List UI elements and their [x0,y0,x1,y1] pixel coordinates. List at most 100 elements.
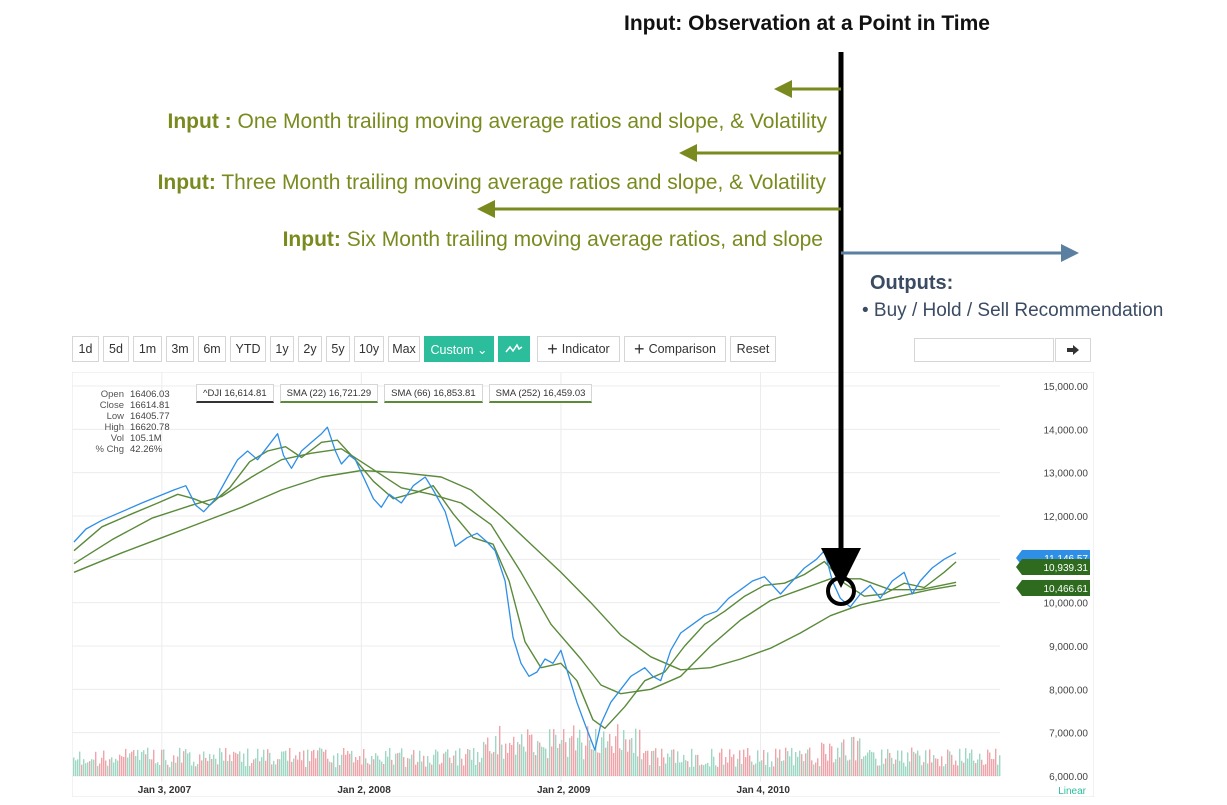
volume-bar [281,751,283,776]
volume-bar [513,736,515,776]
volume-bar [217,764,219,776]
y-tick-label: 6,000.00 [1049,772,1088,783]
volume-bar [261,757,263,776]
scale-label[interactable]: Linear [1058,786,1086,797]
volume-bar [243,753,245,776]
volume-bar [633,752,635,776]
volume-bar [625,739,627,776]
volume-bar [623,730,625,776]
volume-bar [667,753,669,776]
volume-bar [703,765,705,776]
ohlc-value: 105.1M [130,433,162,444]
volume-bar [931,762,933,776]
volume-bar [785,747,787,776]
volume-bar [887,749,889,776]
go-button[interactable] [1055,338,1091,362]
volume-bar [855,760,857,776]
volume-bar [993,759,995,776]
volume-bar [467,749,469,776]
legend-item-sma22[interactable]: SMA (22) 16,721.29 [279,384,379,403]
volume-bar [345,754,347,776]
volume-bar [769,767,771,776]
volume-bar [229,754,231,776]
range-ytd-button[interactable]: YTD [230,336,266,362]
volume-bar [945,763,947,776]
volume-bar [671,749,673,776]
volume-bar [857,740,859,776]
volume-bar [537,741,539,776]
volume-bar [375,753,377,776]
volume-bar [203,751,205,776]
volume-bar [439,764,441,776]
add-comparison-button[interactable]: + Comparison [624,336,726,362]
volume-bar [853,736,855,776]
range-3m-button[interactable]: 3m [166,336,194,362]
volume-bar [461,758,463,776]
price-tag-label: 10,466.61 [1044,584,1089,595]
volume-bar [267,749,269,776]
range-1m-button[interactable]: 1m [133,336,162,362]
volume-bar [389,747,391,776]
volume-bar [371,755,373,776]
volume-bar [977,759,979,776]
volume-bar [799,750,801,776]
volume-bar [381,761,383,776]
volume-bar [655,748,657,776]
volume-bar [277,759,279,776]
volume-bar [705,763,707,776]
volume-bar [365,758,367,776]
volume-bar [519,744,521,776]
volume-bar [797,756,799,776]
volume-bar [259,761,261,776]
volume-bar [635,728,637,776]
symbol-search-input[interactable] [914,338,1054,362]
custom-range-button[interactable]: Custom ⌄ [424,336,494,362]
add-indicator-button[interactable]: + Indicator [537,336,620,362]
range-1y-button[interactable]: 1y [270,336,294,362]
volume-bar [473,748,475,776]
range-5y-button[interactable]: 5y [326,336,350,362]
ohlc-row: Vol 105.1M [78,433,170,444]
legend-item-dji[interactable]: ^DJI 16,614.81 [196,384,274,403]
range-5d-button[interactable]: 5d [103,336,129,362]
volume-bar [699,765,701,776]
volume-bar [561,740,563,776]
legend-item-sma252[interactable]: SMA (252) 16,459.03 [488,384,593,403]
volume-bar [235,752,237,776]
ohlc-row: Low 16405.77 [78,411,170,422]
y-tick-label: 15,000.00 [1044,382,1089,393]
series-line-sma-252- [73,469,957,671]
volume-bar [171,761,173,776]
range-10y-button[interactable]: 10y [354,336,384,362]
volume-bar [351,750,353,776]
reset-button[interactable]: Reset [730,336,776,362]
volume-bar [213,754,215,776]
volume-bar [479,762,481,776]
volume-bar [231,761,233,776]
volume-bar [949,751,951,776]
volume-bar [515,754,517,776]
volume-bar [331,762,333,776]
range-1d-button[interactable]: 1d [72,336,99,362]
legend-item-sma66[interactable]: SMA (66) 16,853.81 [384,384,483,403]
chart-type-button[interactable] [498,336,530,362]
volume-bar [941,756,943,776]
volume-bar [441,762,443,776]
volume-bar [363,749,365,776]
volume-bar [227,760,229,776]
volume-bar [379,759,381,776]
y-tick-label: 14,000.00 [1044,425,1089,436]
ohlc-value: 42.26% [130,444,163,455]
volume-bar [233,751,235,776]
range-max-button[interactable]: Max [388,336,420,362]
volume-bar [805,753,807,776]
volume-bar [343,748,345,776]
volume-bar [353,762,355,776]
range-2y-button[interactable]: 2y [298,336,322,362]
volume-bar [209,754,211,776]
volume-bar [985,764,987,776]
volume-bar [103,750,105,776]
volume-bar [403,757,405,776]
volume-bar [187,753,189,776]
range-6m-button[interactable]: 6m [198,336,226,362]
